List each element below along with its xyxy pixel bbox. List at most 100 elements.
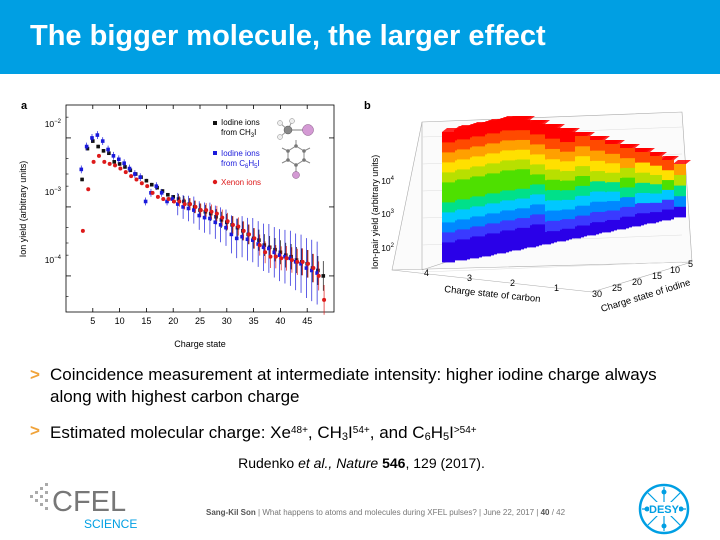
footer: Sang-Kil Son | What happens to atoms and… <box>206 508 566 517</box>
bar-segment <box>649 165 662 175</box>
panel-a-chart: 10−2 10−3 10−4 Charge state Ion yield (a… <box>18 104 335 349</box>
data-point <box>261 245 266 250</box>
bar-segment <box>562 189 575 200</box>
bar-segment <box>457 209 470 220</box>
data-point <box>96 144 100 149</box>
data-point <box>224 225 228 230</box>
data-point <box>155 194 160 199</box>
data-point <box>107 161 112 166</box>
y-tick-label: 10−4 <box>45 255 62 265</box>
panel-a-label: a <box>21 100 28 112</box>
data-point <box>160 189 165 193</box>
data-point <box>219 218 224 222</box>
bar-segment <box>517 168 530 180</box>
bar-segment <box>472 226 485 237</box>
bar-segment <box>517 237 530 248</box>
bar-segment <box>487 173 500 184</box>
bar-segment <box>577 215 590 226</box>
data-point <box>284 256 289 261</box>
bar-top <box>562 128 580 132</box>
data-point <box>91 159 96 164</box>
bar-segment <box>487 183 500 194</box>
data-point <box>236 224 241 229</box>
bar-segment <box>487 153 500 164</box>
data-point <box>240 234 244 239</box>
data-point <box>315 271 319 275</box>
bar-segment <box>457 179 470 190</box>
bar-segment <box>592 221 605 233</box>
bar-segment <box>592 180 605 192</box>
bar-segment <box>577 205 590 216</box>
iodine-tick-label: 5 <box>688 259 693 269</box>
bar-segment <box>673 185 686 197</box>
data-point <box>117 162 122 166</box>
data-point <box>208 216 212 221</box>
bar-segment <box>577 195 590 206</box>
bar-segment <box>592 170 605 182</box>
data-point <box>100 139 105 143</box>
data-point <box>225 219 230 224</box>
bar-segment <box>517 139 530 150</box>
data-point <box>91 139 95 143</box>
data-point <box>80 177 84 182</box>
bar-segment <box>487 143 500 154</box>
panel-b-chart: 104 103 102 Ion-pair yield (arbitrary un… <box>370 111 693 315</box>
bar-segment <box>502 210 515 221</box>
data-point <box>300 259 305 264</box>
bar-segment <box>673 195 686 207</box>
iodine-tick-label: 25 <box>612 283 622 293</box>
bar-segment <box>547 169 560 180</box>
grid-line <box>421 261 683 273</box>
bar-segment <box>547 230 560 242</box>
data-point <box>166 197 171 202</box>
data-point <box>273 247 277 252</box>
carbon-axis-label: Charge state of carbon <box>444 284 541 305</box>
bar-top <box>547 124 565 128</box>
data-point <box>218 223 223 227</box>
data-point <box>175 202 180 206</box>
bar-segment <box>502 150 515 161</box>
bar-segment <box>442 242 455 253</box>
data-point <box>145 184 150 189</box>
bar-segment <box>562 199 575 210</box>
bullet-arrow-icon: > <box>30 365 40 384</box>
data-point <box>209 209 214 214</box>
bar-segment <box>502 180 515 191</box>
legend-label: Iodine ions <box>221 149 260 158</box>
x-tick-label: 30 <box>222 316 232 326</box>
bar-top <box>592 136 610 140</box>
bar-segment <box>457 229 470 240</box>
z-tick-label: 103 <box>381 209 394 219</box>
bar-segment <box>532 164 545 175</box>
bar-segment <box>517 178 530 189</box>
data-point <box>288 256 293 261</box>
bar-segment <box>622 196 635 207</box>
bar-segment <box>442 212 455 223</box>
bar-segment <box>661 160 674 171</box>
data-point <box>273 254 278 259</box>
bar-segment <box>472 186 485 197</box>
data-point <box>154 184 159 188</box>
bar-top <box>649 152 667 156</box>
cfel-science-text: SCIENCE <box>84 517 137 531</box>
carbon-tick-label: 4 <box>424 268 429 278</box>
bar-segment <box>622 206 635 217</box>
bar-segment <box>562 170 575 181</box>
z-tick-label: 104 <box>381 176 394 186</box>
data-point <box>144 178 149 183</box>
data-point <box>176 197 181 201</box>
data-point <box>139 181 144 186</box>
bar-segment <box>517 159 530 170</box>
data-point <box>133 172 137 176</box>
bar-segment <box>649 156 662 166</box>
bar-segment <box>649 211 662 222</box>
bar-segment <box>661 179 674 190</box>
data-point <box>117 157 121 162</box>
data-point <box>214 214 218 219</box>
bar-segment <box>547 148 560 160</box>
data-point <box>182 199 186 204</box>
bar-segment <box>637 212 650 224</box>
bar-segment <box>607 200 620 211</box>
data-point <box>134 177 139 182</box>
figure: a b 10−2 10−3 10−4 Charge state Ion yiel… <box>14 92 704 354</box>
